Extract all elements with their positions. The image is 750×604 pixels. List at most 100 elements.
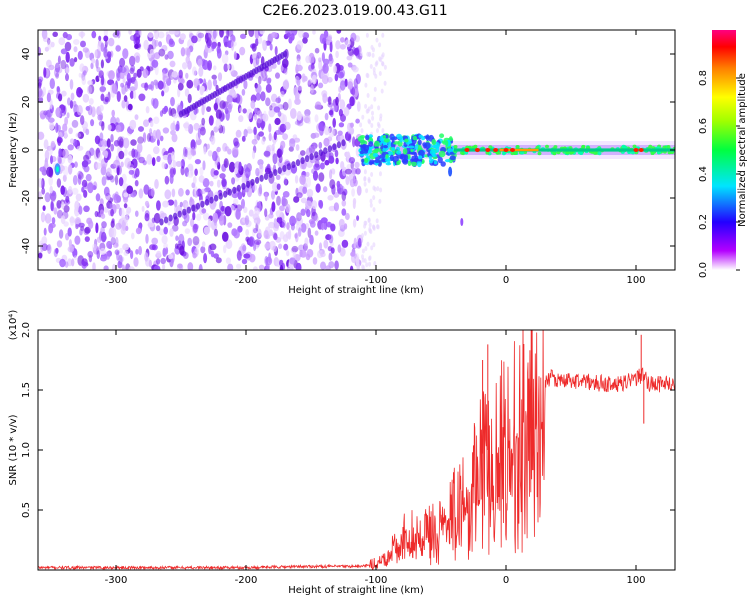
heatmap-cell (314, 159, 320, 168)
heatmap-cell (85, 128, 90, 135)
heatmap-cell (382, 135, 386, 139)
heatmap-cell (78, 205, 83, 215)
heatmap-cell (224, 206, 232, 217)
heatmap-cell (198, 264, 203, 270)
heatmap-cell (396, 150, 402, 155)
heatmap-cell (285, 30, 292, 37)
heatmap-cell (201, 117, 206, 126)
heatmap-cell (365, 134, 370, 141)
heatmap-cell (46, 92, 52, 103)
heatmap-cell (151, 157, 156, 167)
heatmap-cell (112, 193, 118, 201)
heatmap-cell (351, 87, 356, 96)
heatmap-cell (56, 166, 59, 173)
heatmap-cell (68, 186, 73, 195)
heatmap-cell (341, 170, 347, 179)
heatmap-cell (174, 205, 178, 213)
colorbar-gradient (712, 30, 736, 270)
heatmap-cell (157, 80, 164, 90)
heatmap-cell (43, 67, 47, 78)
heatmap-cell (130, 250, 134, 260)
heatmap-cell (134, 43, 139, 50)
heatmap-cell (95, 75, 100, 83)
heatmap-cell (365, 32, 369, 38)
heatmap-cell (370, 123, 374, 128)
heatmap-cell (242, 244, 247, 252)
heatmap-cell (402, 148, 408, 155)
heatmap-cell (368, 161, 373, 166)
heatmap-cell (300, 157, 305, 165)
heatmap-cell (162, 69, 166, 81)
heatmap-cell (182, 62, 188, 70)
heatmap-cell (359, 135, 366, 139)
heatmap-cell (127, 103, 133, 111)
heatmap-cell (300, 208, 306, 216)
heatmap-cell (38, 96, 44, 104)
heatmap-cell (248, 30, 255, 38)
heatmap-cell (417, 139, 422, 146)
heatmap-cell (379, 57, 383, 63)
heatmap-cell (361, 233, 364, 239)
heatmap-cell (158, 48, 166, 57)
heatmap-cell (49, 185, 53, 194)
heatmap-cell (431, 138, 437, 146)
heatmap-cell (134, 180, 139, 187)
heatmap-cell (129, 55, 136, 67)
heatmap-cell (170, 122, 176, 132)
heatmap-cell (48, 64, 55, 71)
heatmap-cell (191, 146, 195, 157)
heatmap-cell (222, 231, 229, 242)
heatmap-cell (231, 177, 236, 185)
heatmap-cell (111, 227, 117, 238)
heatmap-cell (173, 212, 178, 220)
heatmap-cell (213, 65, 217, 71)
heatmap-cell (167, 199, 175, 206)
heatmap-cell (328, 152, 334, 160)
heatmap-cell (177, 82, 184, 91)
heatmap-cell (210, 250, 215, 258)
heatmap-cell (43, 139, 49, 150)
heatmap-cell (251, 150, 256, 160)
heatmap-cell (231, 192, 239, 199)
heatmap-cell (364, 246, 368, 252)
heatmap-cell (338, 218, 345, 228)
heatmap-cell (372, 67, 376, 72)
heatmap-cell (318, 141, 323, 149)
heatmap-cell (197, 127, 201, 139)
heatmap-cell (363, 169, 367, 175)
heatmap-cell (264, 226, 271, 236)
heatmap-cell (666, 145, 671, 149)
heatmap-cell (275, 210, 283, 218)
heatmap-cell (114, 174, 119, 186)
heatmap-cell (200, 188, 207, 194)
heatmap-cell (279, 123, 287, 133)
heatmap-cell (121, 219, 126, 231)
bottom-xlabel: Height of straight line (km) (288, 585, 424, 596)
heatmap-cell (164, 189, 172, 200)
heatmap-cell (226, 30, 230, 39)
heatmap-cell (203, 253, 208, 264)
heatmap-cell (73, 39, 80, 45)
heatmap-cell (171, 151, 175, 162)
heatmap-cell (87, 251, 94, 258)
heatmap-cell (75, 132, 82, 138)
heatmap-cell (321, 74, 329, 85)
heatmap-cell (190, 218, 195, 228)
heatmap-cell (274, 117, 281, 126)
heatmap-cell (191, 35, 198, 44)
heatmap-cell (68, 127, 73, 135)
heatmap-cell (94, 210, 99, 218)
heatmap-cell (98, 35, 102, 41)
heatmap-cell (439, 133, 445, 138)
heatmap-cell (163, 226, 168, 235)
heatmap-cell (108, 70, 115, 80)
heatmap-cell (363, 223, 367, 229)
heatmap-cell (253, 266, 258, 270)
heatmap-cell (327, 34, 333, 41)
heatmap-cell (425, 134, 430, 142)
heatmap-cell (382, 158, 386, 162)
heatmap-cell (291, 30, 298, 36)
heatmap-cell (188, 124, 194, 134)
heatmap-cell (215, 109, 222, 120)
